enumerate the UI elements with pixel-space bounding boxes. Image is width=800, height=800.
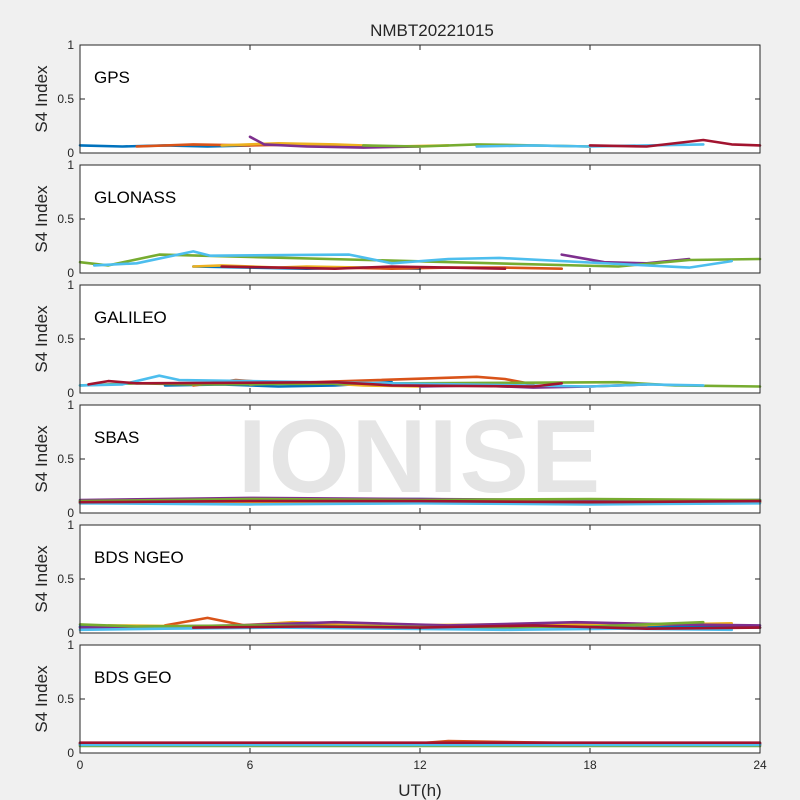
panels: 0 0.5 1 S4 Index GPS 0 0.5 1 S4 Index GLONASS 0 0.5…	[32, 38, 767, 772]
panel-label: BDS NGEO	[94, 548, 184, 567]
y-tick-label: 1	[67, 38, 74, 52]
series-line	[220, 265, 507, 271]
y-tick-label: 0	[67, 746, 74, 760]
watermark: IONISE	[238, 399, 603, 515]
y-tick-label: 0.5	[57, 572, 74, 586]
plot-area	[80, 645, 760, 753]
figure-title: NMBT20221015	[370, 21, 494, 40]
y-axis-label: S4 Index	[32, 185, 51, 253]
series-line	[248, 135, 422, 149]
y-tick-label: 0.5	[57, 92, 74, 106]
series-line	[78, 499, 762, 504]
panel-bds-geo: 0 0.5 1 0 6 12 18 24 S4 Index BDS GEO	[32, 638, 767, 772]
x-tick-label: 6	[247, 758, 254, 772]
panel-gps: 0 0.5 1 S4 Index GPS	[32, 38, 762, 160]
y-axis-label: S4 Index	[32, 305, 51, 373]
panel-sbas: 0 0.5 1 S4 Index SBAS	[32, 398, 762, 520]
y-tick-label: 1	[67, 398, 74, 412]
y-tick-label: 0.5	[57, 332, 74, 346]
y-tick-label: 0	[67, 626, 74, 640]
x-tick-label: 0	[77, 758, 84, 772]
series-line	[92, 250, 734, 269]
panel-label: GLONASS	[94, 188, 176, 207]
y-tick-label: 1	[67, 158, 74, 172]
y-tick-label: 0	[67, 146, 74, 160]
y-axis-label: S4 Index	[32, 665, 51, 733]
y-tick-label: 1	[67, 638, 74, 652]
y-tick-label: 0	[67, 506, 74, 520]
x-axis-label: UT(h)	[398, 781, 441, 800]
panel-label: GPS	[94, 68, 130, 87]
panel-glonass: 0 0.5 1 S4 Index GLONASS	[32, 158, 762, 280]
panel-label: SBAS	[94, 428, 139, 447]
series-line	[78, 501, 762, 506]
y-axis-label: S4 Index	[32, 425, 51, 493]
y-axis-label: S4 Index	[32, 545, 51, 613]
y-tick-label: 1	[67, 278, 74, 292]
panel-label: BDS GEO	[94, 668, 171, 687]
y-axis-label: S4 Index	[32, 65, 51, 133]
x-tick-label: 24	[753, 758, 767, 772]
y-tick-label: 0	[67, 266, 74, 280]
y-tick-label: 0.5	[57, 212, 74, 226]
panel-bds-ngeo: 0 0.5 1 S4 Index BDS NGEO	[32, 518, 762, 640]
y-tick-label: 0.5	[57, 452, 74, 466]
series-line	[78, 374, 705, 388]
x-tick-label: 18	[583, 758, 597, 772]
plot-area	[80, 45, 760, 153]
plot-area	[80, 165, 760, 273]
y-tick-label: 1	[67, 518, 74, 532]
series-line	[87, 379, 564, 388]
y-tick-label: 0.5	[57, 692, 74, 706]
series-line	[192, 624, 762, 631]
panel-galileo: 0 0.5 1 S4 Index GALILEO	[32, 278, 762, 400]
panel-label: GALILEO	[94, 308, 167, 327]
series-line	[588, 138, 762, 148]
y-tick-label: 0	[67, 386, 74, 400]
plot-area	[80, 405, 760, 513]
x-tick-label: 12	[413, 758, 427, 772]
plot-area	[80, 285, 760, 393]
plot-area	[80, 525, 760, 633]
